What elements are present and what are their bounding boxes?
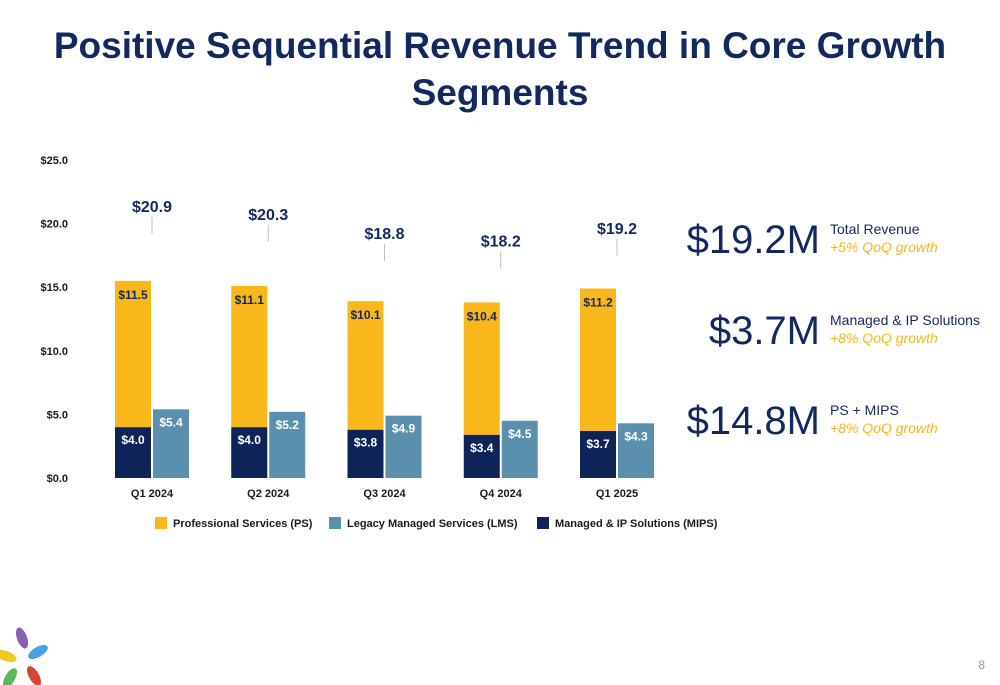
bar-ps — [463, 302, 500, 435]
bar-mips — [347, 429, 384, 478]
kpi-growth: +8% QoQ growth — [830, 420, 938, 436]
data-label-lms: $4.9 — [392, 422, 416, 436]
data-label-lms: $5.4 — [159, 415, 183, 429]
page-title: Positive Sequential Revenue Trend in Cor… — [53, 25, 947, 113]
total-label: $18.8 — [364, 226, 404, 243]
kpi-ps-mips: $14.8M PS + MIPS +8% QoQ growth — [687, 399, 1000, 449]
data-label-ps: $11.2 — [583, 295, 613, 309]
y-tick-label: $0.0 — [47, 473, 68, 485]
legend-swatch — [537, 517, 549, 529]
bar-lms — [385, 415, 422, 478]
kpi-growth: +5% QoQ growth — [830, 239, 938, 255]
bar-mips — [231, 427, 268, 478]
data-label-mips: $4.0 — [121, 433, 145, 447]
bar-lms — [501, 420, 538, 478]
data-label-mips: $4.0 — [238, 433, 262, 447]
data-label-ps: $10.1 — [350, 308, 380, 322]
legend-swatch — [329, 517, 341, 529]
total-label: $20.9 — [132, 199, 172, 216]
data-label-mips: $3.8 — [354, 436, 378, 450]
kpi-total-revenue: $19.2M Total Revenue +5% QoQ growth — [687, 218, 1000, 268]
kpi-label: Managed & IP Solutions — [830, 312, 980, 328]
bar-ps — [580, 288, 616, 431]
bar-lms — [153, 409, 189, 478]
kpi-mips: $3.7M Managed & IP Solutions +8% QoQ gro… — [700, 309, 1000, 359]
kpi-value: $14.8M — [686, 399, 820, 443]
y-tick-label: $15.0 — [40, 282, 68, 294]
bar-ps — [115, 280, 151, 428]
kpi-value: $19.2M — [686, 218, 820, 262]
bar-mips — [463, 434, 500, 478]
legend-label: Professional Services (PS) — [173, 518, 313, 530]
data-label-mips: $3.4 — [470, 441, 494, 455]
data-label-ps: $11.1 — [235, 293, 265, 307]
data-label-mips: $3.7 — [586, 437, 610, 451]
total-label: $19.2 — [597, 221, 637, 238]
data-label-lms: $4.3 — [624, 429, 648, 443]
y-tick-label: $5.0 — [47, 409, 68, 421]
bar-ps — [231, 285, 268, 428]
legend-swatch — [155, 517, 167, 529]
data-label-lms: $4.5 — [508, 427, 532, 441]
bar-ps — [347, 301, 384, 430]
kpi-label: PS + MIPS — [830, 402, 899, 418]
y-tick-label: $25.0 — [40, 155, 68, 167]
legend-label: Managed & IP Solutions (MIPS) — [555, 518, 718, 530]
y-tick-label: $20.0 — [40, 219, 68, 231]
x-tick-label: Q4 2024 — [480, 488, 523, 500]
data-label-ps: $10.4 — [467, 309, 497, 323]
data-label-ps: $11.5 — [118, 288, 148, 302]
page-number: 8 — [978, 658, 985, 672]
bar-lms — [269, 411, 306, 478]
bar-mips — [580, 430, 616, 478]
x-tick-label: Q2 2024 — [247, 488, 290, 500]
kpi-value: $3.7M — [708, 309, 820, 353]
bar-lms — [618, 423, 654, 478]
company-logo-icon — [0, 627, 48, 685]
bar-mips — [115, 427, 151, 478]
data-label-lms: $5.2 — [276, 418, 300, 432]
legend-label: Legacy Managed Services (LMS) — [347, 518, 518, 530]
total-label: $18.2 — [481, 233, 521, 250]
x-tick-label: Q1 2024 — [131, 488, 174, 500]
total-label: $20.3 — [248, 207, 288, 224]
y-tick-label: $10.0 — [40, 346, 68, 358]
kpi-label: Total Revenue — [830, 221, 920, 237]
kpi-growth: +8% QoQ growth — [830, 330, 938, 346]
x-tick-label: Q3 2024 — [363, 488, 406, 500]
x-tick-label: Q1 2025 — [596, 488, 638, 500]
